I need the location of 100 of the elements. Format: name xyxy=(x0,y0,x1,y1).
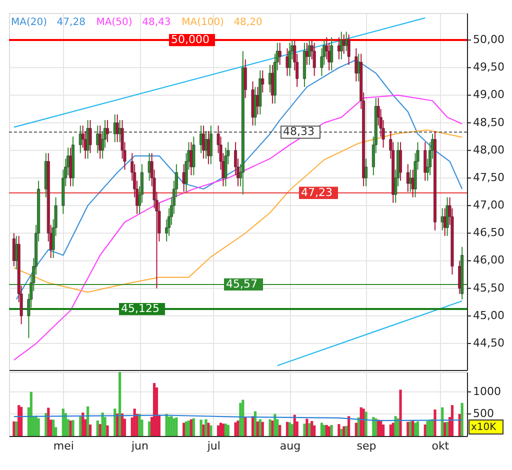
bar xyxy=(412,420,414,436)
bar xyxy=(82,412,84,436)
bar xyxy=(222,424,225,436)
bar xyxy=(444,422,446,436)
bar xyxy=(320,422,324,436)
candlestick xyxy=(340,31,343,60)
bar xyxy=(278,424,282,436)
bar xyxy=(348,416,350,436)
ref-line-label: 47,23 xyxy=(301,186,332,199)
bar xyxy=(114,408,116,436)
bar xyxy=(434,410,436,436)
bar xyxy=(258,419,262,436)
bar xyxy=(202,424,205,436)
candlestick xyxy=(354,48,358,82)
bar xyxy=(148,421,151,436)
bar xyxy=(382,424,385,436)
bar xyxy=(342,426,346,436)
line-series xyxy=(13,94,463,361)
bar xyxy=(251,416,254,436)
x-tick-label: mei xyxy=(53,440,74,452)
bar xyxy=(254,411,257,436)
bar xyxy=(116,413,119,436)
x-tick-label: okt xyxy=(432,440,450,452)
y-tick-label: 46,00 xyxy=(473,254,504,267)
bar xyxy=(261,422,264,436)
candlestick xyxy=(106,120,109,143)
candlestick xyxy=(337,36,340,60)
bar xyxy=(256,421,259,436)
x-tick-label: jul xyxy=(206,440,220,452)
bar xyxy=(372,417,375,436)
bar xyxy=(392,422,394,436)
candlestick xyxy=(399,142,402,182)
bar xyxy=(399,390,402,436)
bar xyxy=(338,424,340,436)
y-tick-label: 49,00 xyxy=(473,88,504,102)
bar xyxy=(120,413,124,436)
bar xyxy=(409,421,412,436)
bar xyxy=(118,372,122,436)
bar xyxy=(446,422,449,436)
bar xyxy=(357,417,360,436)
bar xyxy=(325,424,328,436)
ref-line-label: 50,000 xyxy=(171,33,210,46)
bar xyxy=(184,421,188,436)
y-tick-label: 46,50 xyxy=(473,226,504,240)
y-tick-label: 45,50 xyxy=(473,281,504,294)
bar xyxy=(450,405,454,436)
bar xyxy=(204,419,208,436)
bar xyxy=(360,407,362,436)
y-tick-label: 44,50 xyxy=(473,336,504,350)
y-tick-label: 500 xyxy=(473,406,494,420)
candlestick xyxy=(116,114,119,143)
ref-line-label: 45,125 xyxy=(121,302,160,316)
bar xyxy=(416,421,420,436)
bar xyxy=(268,419,272,436)
bar xyxy=(182,422,186,436)
bar xyxy=(18,405,20,436)
x-tick-label: aug xyxy=(280,440,301,452)
bar xyxy=(274,414,276,436)
y-tick-label: 47,00 xyxy=(473,198,504,212)
bar xyxy=(37,418,40,436)
y-tick-label: 45,00 xyxy=(473,308,504,322)
bar xyxy=(152,383,156,436)
bar xyxy=(374,418,378,436)
bar xyxy=(328,426,330,436)
candlestick xyxy=(278,42,282,66)
bar xyxy=(340,428,343,436)
bar xyxy=(286,422,289,436)
bar xyxy=(190,419,193,436)
bar xyxy=(210,425,212,436)
y-tick-label: 49,50 xyxy=(473,60,504,74)
bar xyxy=(441,407,444,436)
bar xyxy=(354,422,358,436)
annotation: 48,20 xyxy=(234,17,262,28)
bar xyxy=(96,420,99,436)
bar xyxy=(389,424,392,436)
bar xyxy=(72,420,74,436)
bar xyxy=(106,425,109,436)
candlestick xyxy=(408,169,412,192)
text: MA(100) xyxy=(182,17,224,28)
text: MA(50) xyxy=(96,17,132,28)
candlestick xyxy=(254,86,257,126)
bar xyxy=(86,406,90,436)
bar xyxy=(226,424,230,436)
bar xyxy=(426,420,429,436)
bar xyxy=(244,417,247,436)
candlestick xyxy=(192,136,196,176)
bar xyxy=(364,412,368,436)
bar xyxy=(310,420,314,436)
candlestick xyxy=(209,125,212,165)
bar xyxy=(460,402,464,436)
bar xyxy=(303,424,306,436)
ref-line-label: 45,57 xyxy=(226,277,258,290)
y-tick-label: 48,50 xyxy=(473,116,504,129)
bar xyxy=(192,418,195,436)
bar xyxy=(234,422,237,436)
bar xyxy=(20,406,23,436)
bar xyxy=(271,420,274,436)
bar xyxy=(12,421,16,436)
bar xyxy=(79,416,82,436)
bar xyxy=(293,414,296,436)
